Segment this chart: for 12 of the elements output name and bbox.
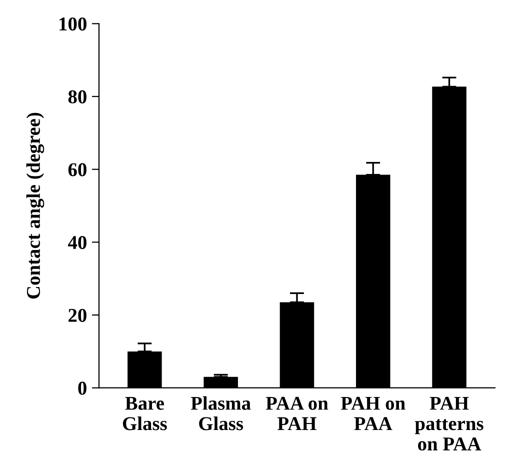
y-tick-label: 80 <box>68 90 86 104</box>
y-tick-label: 20 <box>68 308 86 322</box>
x-tick-label: Bare Glass <box>122 396 167 430</box>
x-tick-label: PAA on PAH <box>266 396 328 430</box>
y-tick-label: 0 <box>78 382 86 395</box>
y-tick-label: 100 <box>60 17 86 31</box>
x-tick-label: PAH on PAA <box>340 396 406 430</box>
y-axis-title: Contact angle (degree) <box>26 112 44 299</box>
x-tick-label: PAH patterns on PAA <box>414 396 484 451</box>
x-tick-label: Plasma Glass <box>190 396 251 430</box>
y-tick-label: 40 <box>68 236 86 250</box>
y-tick-label: 60 <box>68 163 86 176</box>
